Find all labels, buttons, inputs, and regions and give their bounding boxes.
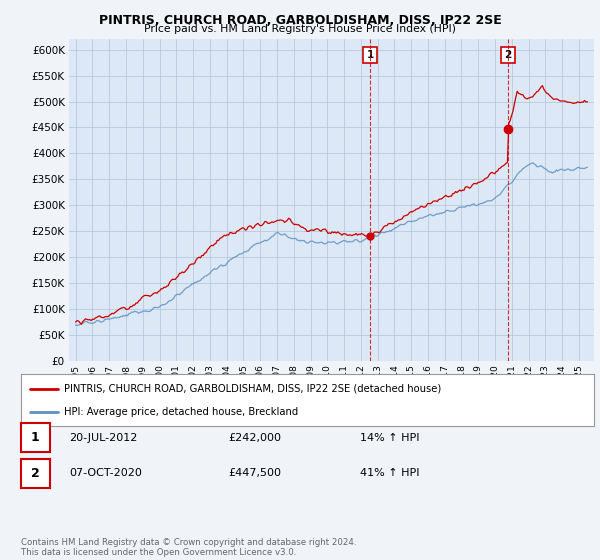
Text: PINTRIS, CHURCH ROAD, GARBOLDISHAM, DISS, IP22 2SE: PINTRIS, CHURCH ROAD, GARBOLDISHAM, DISS… <box>98 14 502 27</box>
Text: £242,000: £242,000 <box>228 433 281 443</box>
Text: 2: 2 <box>31 466 40 480</box>
Text: Contains HM Land Registry data © Crown copyright and database right 2024.
This d: Contains HM Land Registry data © Crown c… <box>21 538 356 557</box>
Text: 20-JUL-2012: 20-JUL-2012 <box>69 433 137 443</box>
Text: Price paid vs. HM Land Registry's House Price Index (HPI): Price paid vs. HM Land Registry's House … <box>144 24 456 34</box>
Text: HPI: Average price, detached house, Breckland: HPI: Average price, detached house, Brec… <box>64 407 298 417</box>
Text: PINTRIS, CHURCH ROAD, GARBOLDISHAM, DISS, IP22 2SE (detached house): PINTRIS, CHURCH ROAD, GARBOLDISHAM, DISS… <box>64 384 441 394</box>
Text: 2: 2 <box>505 50 512 60</box>
Text: 14% ↑ HPI: 14% ↑ HPI <box>360 433 419 443</box>
Text: 41% ↑ HPI: 41% ↑ HPI <box>360 468 419 478</box>
Text: 07-OCT-2020: 07-OCT-2020 <box>69 468 142 478</box>
Text: 1: 1 <box>31 431 40 445</box>
Text: 1: 1 <box>367 50 374 60</box>
Text: £447,500: £447,500 <box>228 468 281 478</box>
